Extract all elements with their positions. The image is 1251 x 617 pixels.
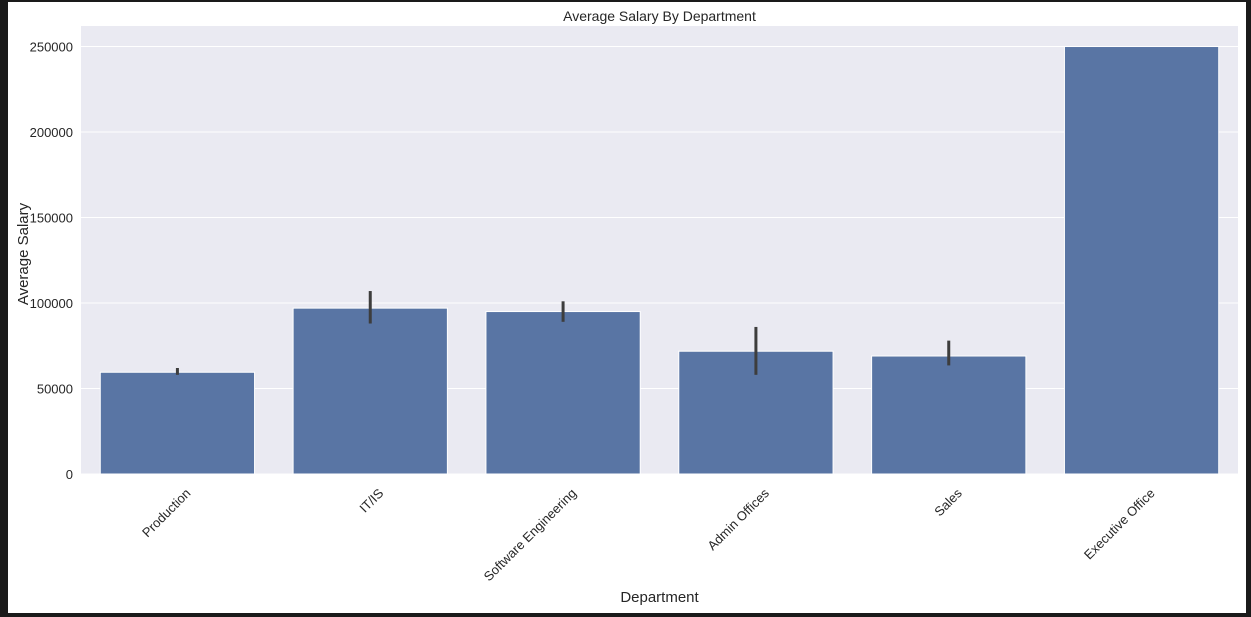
y-tick-label: 0	[66, 467, 73, 482]
x-tick-label: Software Engineering	[481, 486, 580, 585]
x-tick-label: Sales	[931, 485, 965, 519]
y-tick-label: 100000	[30, 296, 73, 311]
x-axis-label: Department	[620, 589, 699, 606]
x-tick-label: Admin Offices	[704, 485, 772, 553]
x-axis-ticks: Production IT/IS Software Engineering Admin…	[139, 485, 1158, 584]
bar	[292, 307, 448, 475]
bar	[485, 311, 641, 475]
y-axis-label: Average Salary	[15, 202, 32, 305]
gridlines	[81, 46, 1238, 475]
y-tick-label: 150000	[30, 211, 73, 226]
y-tick-label: 200000	[30, 125, 73, 140]
bar-chart: 0 50000 100000 150000 200000 250000 Productio…	[15, 8, 1238, 606]
plot-area	[81, 26, 1238, 474]
bar	[1063, 46, 1220, 475]
x-tick-label: Production	[139, 486, 194, 541]
chart-title: Average Salary By Department	[563, 8, 756, 24]
x-tick-label: Executive Office	[1081, 486, 1158, 563]
x-tick-label: IT/IS	[356, 485, 386, 515]
chart-figure: 0 50000 100000 150000 200000 250000 Productio…	[8, 2, 1246, 613]
y-tick-label: 250000	[30, 40, 73, 55]
error-bars	[175, 291, 951, 375]
y-tick-label: 50000	[37, 382, 73, 397]
bar	[99, 371, 256, 475]
bars	[99, 46, 1220, 475]
bar	[871, 355, 1027, 475]
y-axis-ticks: 0 50000 100000 150000 200000 250000	[30, 40, 73, 482]
